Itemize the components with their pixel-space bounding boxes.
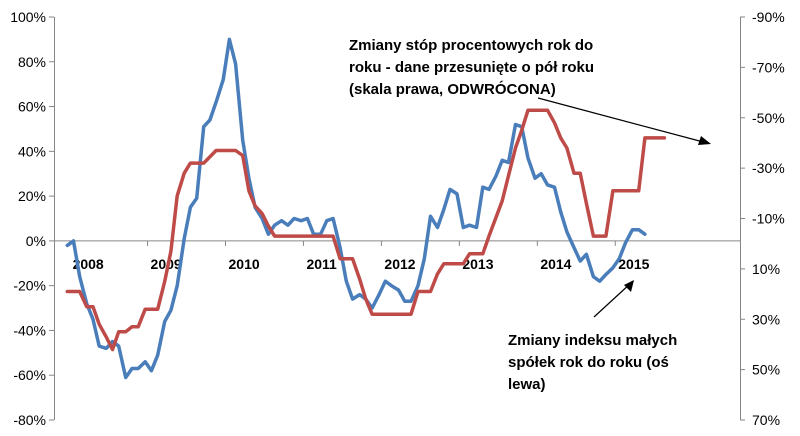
x-tick-label: 2008 (73, 256, 104, 272)
left-tick-label: 80% (18, 54, 46, 70)
plot-area (54, 17, 740, 420)
right-tick-label: 70% (752, 412, 780, 428)
annotation-rates-line-3: (skala prawa, ODWRÓCONA) (349, 80, 556, 98)
series-line-rates (65, 108, 667, 352)
series-line-index (65, 37, 647, 380)
x-tick-label: 2013 (462, 256, 493, 272)
annotation-index-arrow (593, 282, 632, 318)
annotation-index-line-1: Zmiany indeksu małych (508, 332, 677, 349)
left-tick-label: -40% (13, 322, 46, 338)
x-tick-label: 2015 (618, 256, 649, 272)
x-tick-label: 2012 (384, 256, 415, 272)
left-tick-label: 100% (10, 9, 46, 25)
left-tick-label: 0% (26, 233, 46, 249)
x-tick-label: 2010 (229, 256, 260, 272)
annotation-rates-line-1: Zmiany stóp procentowych rok do (349, 37, 593, 54)
right-tick-label: -50% (752, 110, 785, 126)
left-tick-label: -80% (13, 412, 46, 428)
annotation-rates-line-2: roku - dane przesunięte o pół roku (349, 59, 594, 76)
right-tick-label: -10% (752, 211, 785, 227)
annotation-index-line-2: spółek rok do roku (oś (508, 354, 669, 371)
right-tick-label: -30% (752, 160, 785, 176)
annotation-rates-arrow (537, 97, 708, 144)
x-tick-label: 2011 (306, 256, 337, 272)
annotation-rates-arrowhead (698, 136, 711, 145)
right-tick-label: 10% (752, 261, 780, 277)
left-tick-label: 60% (18, 99, 46, 115)
left-tick-label: -20% (13, 278, 46, 294)
x-tick-label: 2009 (151, 256, 182, 272)
right-tick-label: -70% (752, 59, 785, 75)
annotation-index-arrowhead (624, 280, 634, 292)
right-tick-label: 50% (752, 362, 780, 378)
x-tick-label: 2014 (540, 256, 571, 272)
left-tick-label: -60% (13, 367, 46, 383)
right-tick-label: 30% (752, 311, 780, 327)
right-tick-label: -90% (752, 9, 785, 25)
left-tick-label: 40% (18, 143, 46, 159)
annotation-index-line-3: lewa) (508, 376, 546, 393)
left-tick-label: 20% (18, 188, 46, 204)
